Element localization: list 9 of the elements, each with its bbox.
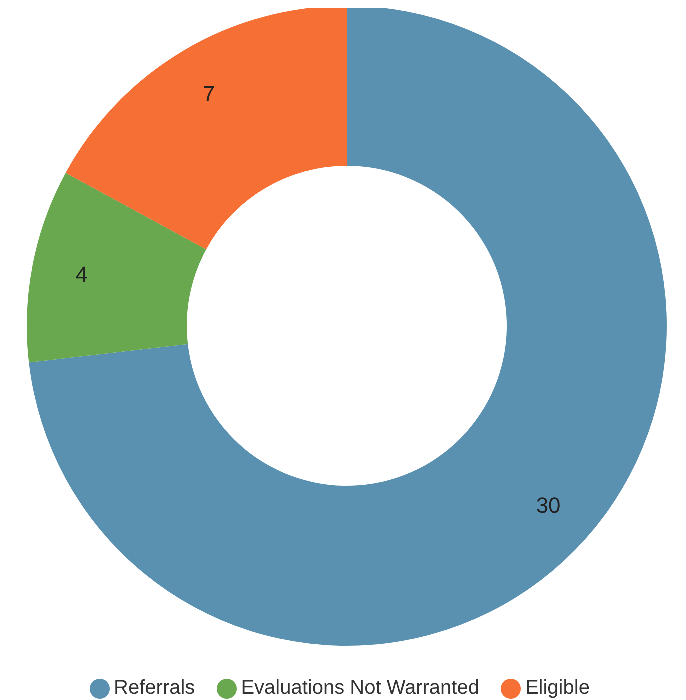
data-label: 7 <box>202 81 216 106</box>
donut-slice <box>29 8 667 646</box>
data-label: 4 <box>76 262 88 288</box>
legend-label: Eligible <box>525 677 590 699</box>
data-label: 30 <box>536 493 561 518</box>
legend-label: Referrals <box>114 677 196 699</box>
legend-label: Evaluations Not Warranted <box>241 677 480 699</box>
donut-slice <box>27 173 206 363</box>
donut-slice <box>66 8 347 250</box>
